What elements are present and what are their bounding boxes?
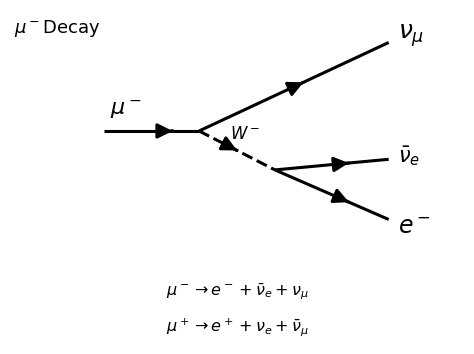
Text: $\mu^-$: $\mu^-$ xyxy=(109,98,142,121)
Text: $\bar{\nu}_e$: $\bar{\nu}_e$ xyxy=(398,144,420,168)
Text: $\mu^- \rightarrow e^- + \bar{\nu}_e + \nu_\mu$: $\mu^- \rightarrow e^- + \bar{\nu}_e + \… xyxy=(165,282,309,302)
Text: $\mu^+ \rightarrow e^+ + \nu_e + \bar{\nu}_\mu$: $\mu^+ \rightarrow e^+ + \nu_e + \bar{\n… xyxy=(165,316,309,338)
Text: $\nu_\mu$: $\nu_\mu$ xyxy=(398,22,425,49)
Text: $e^-$: $e^-$ xyxy=(398,215,431,239)
Text: $\mu^-$Decay: $\mu^-$Decay xyxy=(14,18,100,39)
Text: $W^-$: $W^-$ xyxy=(230,125,260,143)
